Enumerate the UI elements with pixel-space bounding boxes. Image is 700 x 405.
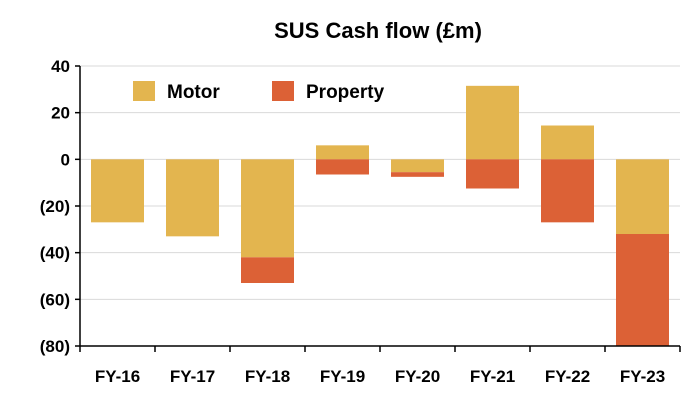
bar-property-fy-22 bbox=[541, 159, 594, 223]
bar-property-fy-20 bbox=[391, 172, 444, 177]
bar-motor-fy-20 bbox=[391, 159, 444, 173]
bar-motor-fy-23 bbox=[616, 159, 669, 234]
bar-property-fy-23 bbox=[616, 234, 669, 346]
y-tick-label: 40 bbox=[51, 57, 70, 76]
y-tick-label: 0 bbox=[61, 150, 70, 169]
legend-label-property: Property bbox=[306, 82, 385, 103]
bar-property-fy-19 bbox=[316, 159, 369, 175]
bar-motor-fy-22 bbox=[541, 125, 594, 160]
y-tick-label: (80) bbox=[40, 337, 70, 356]
x-tick-label: FY-18 bbox=[245, 367, 290, 386]
x-tick-label: FY-19 bbox=[320, 367, 365, 386]
y-tick-labels: 40 20 0 (20) (40) (60) (80) bbox=[40, 57, 80, 356]
bar-motor-fy-17 bbox=[166, 159, 219, 237]
x-tick-label: FY-23 bbox=[620, 367, 665, 386]
x-tick-label: FY-20 bbox=[395, 367, 440, 386]
x-tick-label: FY-16 bbox=[95, 367, 140, 386]
legend-label-motor: Motor bbox=[167, 82, 220, 103]
y-tick-label: (60) bbox=[40, 290, 70, 309]
bar-motor-fy-21 bbox=[466, 85, 519, 160]
x-tick-label: FY-22 bbox=[545, 367, 590, 386]
bar-motor-fy-18 bbox=[241, 159, 294, 258]
x-tick-label: FY-21 bbox=[470, 367, 515, 386]
legend-swatch-property bbox=[272, 81, 294, 101]
legend-swatch-motor bbox=[133, 81, 155, 101]
x-tick-labels: FY-16 FY-17 FY-18 FY-19 FY-20 FY-21 FY-22 FY-23 bbox=[79, 346, 681, 386]
bar-property-fy-18 bbox=[241, 257, 294, 283]
y-tick-label: (40) bbox=[40, 244, 70, 263]
y-tick-label: 20 bbox=[51, 104, 70, 123]
x-tick-label: FY-17 bbox=[170, 367, 215, 386]
legend: Motor Property bbox=[133, 81, 385, 103]
bar-motor-fy-19 bbox=[316, 145, 369, 160]
y-tick-label: (20) bbox=[40, 197, 70, 216]
bar-property-fy-21 bbox=[466, 159, 519, 189]
chart-title: SUS Cash flow (£m) bbox=[274, 18, 482, 43]
bar-motor-fy-16 bbox=[91, 159, 144, 223]
bars bbox=[91, 85, 669, 346]
